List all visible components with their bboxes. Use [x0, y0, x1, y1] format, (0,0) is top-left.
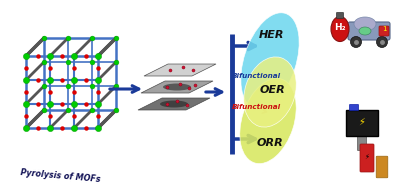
Text: ORR: ORR [257, 138, 283, 148]
Text: HER: HER [259, 30, 285, 40]
Ellipse shape [354, 17, 376, 31]
Ellipse shape [163, 84, 191, 91]
Ellipse shape [244, 57, 296, 127]
Polygon shape [138, 98, 210, 110]
FancyBboxPatch shape [336, 12, 344, 19]
Circle shape [376, 36, 388, 47]
Text: H₂: H₂ [334, 23, 346, 33]
FancyBboxPatch shape [379, 26, 389, 36]
FancyBboxPatch shape [376, 156, 388, 178]
Polygon shape [144, 64, 216, 76]
Text: OER: OER [259, 85, 285, 95]
Text: ⚡: ⚡ [358, 117, 366, 127]
Text: Bifunctional: Bifunctional [232, 73, 280, 79]
Text: Bifunctional: Bifunctional [232, 104, 280, 110]
Ellipse shape [241, 13, 299, 109]
FancyBboxPatch shape [360, 144, 374, 172]
FancyBboxPatch shape [346, 110, 378, 136]
FancyBboxPatch shape [348, 22, 390, 40]
Text: ⚡: ⚡ [364, 154, 370, 160]
Circle shape [350, 36, 362, 47]
Ellipse shape [331, 16, 349, 42]
Polygon shape [141, 81, 213, 93]
Ellipse shape [240, 78, 296, 164]
Ellipse shape [359, 27, 371, 35]
FancyBboxPatch shape [350, 105, 358, 111]
Ellipse shape [160, 101, 188, 108]
Text: Pyrolysis of MOFs: Pyrolysis of MOFs [20, 168, 100, 184]
FancyBboxPatch shape [358, 136, 366, 150]
Text: 1: 1 [382, 26, 386, 32]
